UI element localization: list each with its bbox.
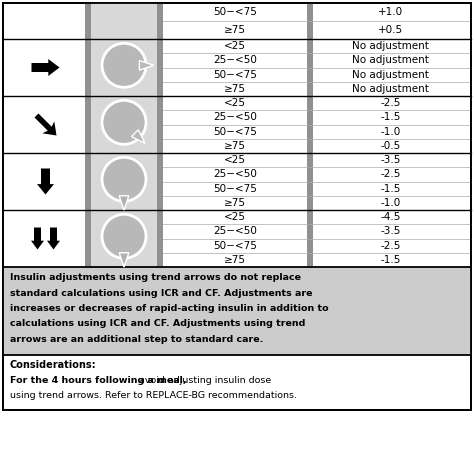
Text: -1.0: -1.0 bbox=[380, 198, 401, 208]
Text: -4.5: -4.5 bbox=[380, 212, 401, 222]
Text: <25: <25 bbox=[224, 155, 246, 165]
Text: No adjustment: No adjustment bbox=[352, 84, 429, 94]
Text: 50−<75: 50−<75 bbox=[213, 183, 257, 193]
Polygon shape bbox=[139, 61, 154, 70]
Text: -1.5: -1.5 bbox=[380, 255, 401, 265]
Text: standard calculations using ICR and CF. Adjustments are: standard calculations using ICR and CF. … bbox=[10, 289, 312, 298]
Polygon shape bbox=[47, 228, 60, 249]
Text: No adjustment: No adjustment bbox=[352, 41, 429, 51]
Text: ≥75: ≥75 bbox=[224, 198, 246, 208]
Text: -3.5: -3.5 bbox=[380, 227, 401, 237]
Text: ≥75: ≥75 bbox=[224, 25, 246, 35]
Circle shape bbox=[102, 157, 146, 201]
Polygon shape bbox=[31, 59, 60, 76]
Text: ≥75: ≥75 bbox=[224, 255, 246, 265]
Text: calculations using ICR and CF. Adjustments using trend: calculations using ICR and CF. Adjustmen… bbox=[10, 319, 305, 328]
Text: 50−<75: 50−<75 bbox=[213, 127, 257, 137]
Text: 25−<50: 25−<50 bbox=[213, 55, 257, 65]
Circle shape bbox=[102, 100, 146, 144]
Polygon shape bbox=[37, 168, 54, 194]
Bar bbox=[157, 3, 163, 267]
Text: 50−<75: 50−<75 bbox=[213, 241, 257, 251]
Text: increases or decreases of rapid-acting insulin in addition to: increases or decreases of rapid-acting i… bbox=[10, 304, 328, 313]
Circle shape bbox=[102, 214, 146, 258]
Text: 50−<75: 50−<75 bbox=[213, 70, 257, 80]
Text: -2.5: -2.5 bbox=[380, 241, 401, 251]
Text: <25: <25 bbox=[224, 98, 246, 108]
Text: arrows are an additional step to standard care.: arrows are an additional step to standar… bbox=[10, 335, 264, 344]
Text: <25: <25 bbox=[224, 41, 246, 51]
Bar bbox=[3, 3, 471, 410]
Text: 25−<50: 25−<50 bbox=[213, 169, 257, 179]
Text: ≥75: ≥75 bbox=[224, 141, 246, 151]
Polygon shape bbox=[131, 130, 145, 143]
Text: +0.5: +0.5 bbox=[378, 25, 403, 35]
Text: using trend arrows. Refer to REPLACE-BG recommendations.: using trend arrows. Refer to REPLACE-BG … bbox=[10, 391, 297, 400]
Text: -0.5: -0.5 bbox=[380, 141, 401, 151]
Text: Considerations:: Considerations: bbox=[10, 360, 97, 370]
Bar bbox=[307, 3, 313, 267]
Text: 50−<75: 50−<75 bbox=[213, 7, 257, 17]
Polygon shape bbox=[31, 228, 44, 249]
Text: -3.5: -3.5 bbox=[380, 155, 401, 165]
Text: <25: <25 bbox=[224, 212, 246, 222]
Polygon shape bbox=[119, 196, 129, 210]
Text: 25−<50: 25−<50 bbox=[213, 112, 257, 122]
Text: No adjustment: No adjustment bbox=[352, 70, 429, 80]
Circle shape bbox=[102, 43, 146, 87]
Text: -2.5: -2.5 bbox=[380, 98, 401, 108]
Text: -2.5: -2.5 bbox=[380, 169, 401, 179]
Text: -1.5: -1.5 bbox=[380, 112, 401, 122]
Polygon shape bbox=[35, 113, 56, 136]
Bar bbox=[85, 3, 91, 267]
Polygon shape bbox=[119, 253, 129, 267]
Text: -1.0: -1.0 bbox=[380, 127, 401, 137]
Text: 25−<50: 25−<50 bbox=[213, 227, 257, 237]
Bar bbox=[3, 267, 471, 355]
Text: For the 4 hours following a meal,: For the 4 hours following a meal, bbox=[10, 376, 187, 385]
Text: Insulin adjustments using trend arrows do not replace: Insulin adjustments using trend arrows d… bbox=[10, 273, 301, 282]
Text: avoid adjusting insulin dose: avoid adjusting insulin dose bbox=[136, 376, 271, 385]
Text: +1.0: +1.0 bbox=[378, 7, 403, 17]
Bar bbox=[88, 3, 160, 267]
Text: ≥75: ≥75 bbox=[224, 84, 246, 94]
Text: No adjustment: No adjustment bbox=[352, 55, 429, 65]
Text: -1.5: -1.5 bbox=[380, 183, 401, 193]
